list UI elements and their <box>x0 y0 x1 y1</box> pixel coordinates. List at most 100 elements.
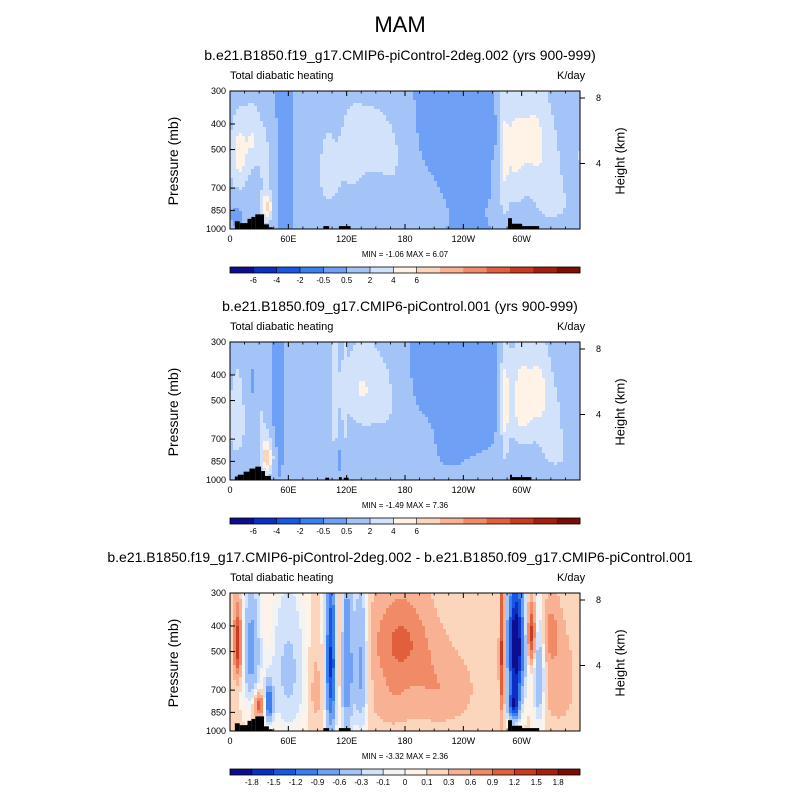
field-cell <box>377 142 381 146</box>
field-cell <box>332 169 336 173</box>
field-cell <box>332 124 336 128</box>
field-cell <box>431 211 435 215</box>
field-cell <box>434 100 438 104</box>
field-cell <box>533 115 537 119</box>
field-cell <box>386 184 390 188</box>
field-cell <box>326 211 330 215</box>
field-cell <box>272 154 276 158</box>
field-cell <box>446 166 450 170</box>
field-cell <box>464 94 468 98</box>
field-cell <box>554 100 558 104</box>
field-cell <box>443 97 447 101</box>
field-cell <box>416 124 420 128</box>
field-cell <box>236 148 240 152</box>
field-cell <box>566 103 570 107</box>
field-cell <box>563 205 567 209</box>
field-cell <box>482 172 486 176</box>
field-cell <box>281 160 285 164</box>
field-cell <box>335 115 339 119</box>
field-cell <box>308 214 312 218</box>
field-cell <box>248 97 252 101</box>
field-cell <box>566 127 570 131</box>
field-cell <box>377 172 381 176</box>
field-cell <box>248 169 252 173</box>
field-cell <box>473 94 477 98</box>
field-cell <box>260 151 264 155</box>
field-cell <box>251 208 255 212</box>
field-cell <box>569 142 573 146</box>
field-cell <box>338 148 342 152</box>
field-cell <box>236 118 240 122</box>
field-cell <box>455 154 459 158</box>
field-cell <box>407 124 411 128</box>
field-cell <box>563 115 567 119</box>
field-cell <box>383 148 387 152</box>
field-cell <box>482 208 486 212</box>
field-cell <box>461 199 465 203</box>
field-cell <box>410 97 414 101</box>
field-cell <box>266 187 270 191</box>
field-cell <box>488 163 492 167</box>
field-cell <box>491 160 495 164</box>
field-cell <box>536 181 540 185</box>
field-cell <box>482 187 486 191</box>
field-cell <box>314 121 318 125</box>
field-cell <box>293 97 297 101</box>
field-cell <box>473 91 477 95</box>
field-cell <box>560 202 564 206</box>
field-cell <box>347 118 351 122</box>
field-cell <box>323 124 327 128</box>
field-cell <box>263 157 267 161</box>
field-cell <box>578 175 580 179</box>
field-cell <box>332 100 336 104</box>
field-cell <box>407 190 411 194</box>
field-cell <box>530 202 534 206</box>
field-cell <box>233 124 237 128</box>
field-cell <box>458 127 462 131</box>
field-cell <box>467 190 471 194</box>
field-cell <box>536 169 540 173</box>
field-cell <box>491 154 495 158</box>
field-cell <box>311 97 315 101</box>
field-cell <box>422 208 426 212</box>
field-cell <box>230 205 234 209</box>
field-cell <box>425 163 429 167</box>
field-cell <box>245 169 249 173</box>
field-cell <box>368 211 372 215</box>
field-cell <box>560 109 564 113</box>
field-cell <box>287 118 291 122</box>
field-cell <box>311 190 315 194</box>
field-cell <box>407 145 411 149</box>
field-cell <box>416 169 420 173</box>
field-cell <box>272 136 276 140</box>
field-cell <box>236 178 240 182</box>
field-cell <box>266 118 270 122</box>
field-cell <box>464 154 468 158</box>
field-cell <box>572 163 576 167</box>
field-cell <box>512 181 516 185</box>
field-cell <box>512 106 516 110</box>
field-cell <box>515 190 519 194</box>
field-cell <box>434 169 438 173</box>
field-cell <box>437 94 441 98</box>
field-cell <box>359 166 363 170</box>
field-cell <box>470 118 474 122</box>
field-cell <box>254 205 258 209</box>
field-cell <box>464 163 468 167</box>
field-cell <box>509 127 513 131</box>
field-cell <box>272 124 276 128</box>
field-cell <box>281 172 285 176</box>
field-cell <box>278 178 282 182</box>
field-cell <box>425 148 429 152</box>
field-cell <box>419 217 423 221</box>
field-cell <box>449 94 453 98</box>
field-cell <box>353 100 357 104</box>
field-cell <box>521 142 525 146</box>
field-cell <box>506 91 510 95</box>
field-cell <box>275 157 279 161</box>
field-cell <box>434 130 438 134</box>
field-cell <box>290 124 294 128</box>
field-cell <box>416 178 420 182</box>
field-cell <box>239 157 243 161</box>
field-cell <box>344 127 348 131</box>
